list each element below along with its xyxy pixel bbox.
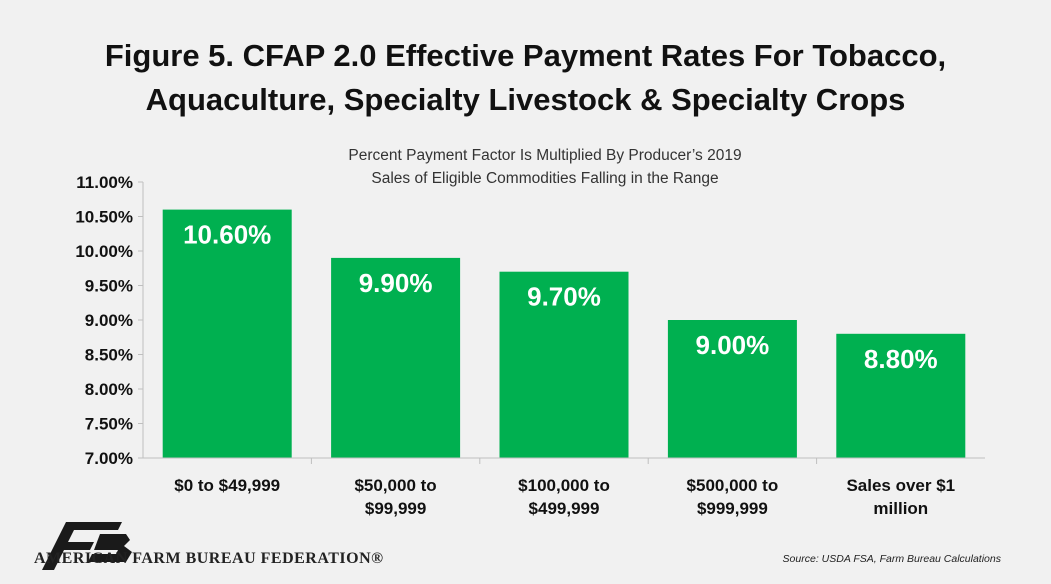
y-tick-label: 10.50% — [75, 208, 133, 227]
chart-title-line-2: Aquaculture, Specialty Livestock & Speci… — [145, 82, 906, 117]
x-tick-label: $0 to $49,999 — [174, 476, 280, 495]
y-tick-label: 8.50% — [85, 346, 133, 365]
y-tick-label: 9.50% — [85, 277, 133, 296]
chart-subtitle: Percent Payment Factor Is Multiplied By … — [270, 144, 820, 190]
x-tick-label: million — [873, 499, 928, 518]
source-note: Source: USDA FSA, Farm Bureau Calculatio… — [782, 553, 1001, 565]
chart-title: Figure 5. CFAP 2.0 Effective Payment Rat… — [0, 34, 1051, 122]
y-tick-label: 10.00% — [75, 242, 133, 261]
bar — [499, 271, 629, 458]
y-tick-label: 7.00% — [85, 449, 133, 468]
y-tick-label: 11.00% — [76, 173, 133, 192]
data-label: 8.80% — [864, 344, 938, 374]
data-label: 9.90% — [359, 268, 433, 298]
y-tick-label: 7.50% — [85, 415, 133, 434]
bar — [162, 209, 292, 458]
data-label: 9.00% — [696, 330, 770, 360]
y-tick-label: 9.00% — [85, 311, 133, 330]
fb-logo-icon — [42, 522, 132, 570]
x-tick-label: $999,999 — [697, 499, 768, 518]
x-tick-label: $50,000 to — [354, 476, 436, 495]
x-tick-label: $100,000 to — [518, 476, 610, 495]
bar — [331, 257, 461, 458]
chart-subtitle-line-1: Percent Payment Factor Is Multiplied By … — [348, 147, 742, 164]
bar — [836, 333, 966, 458]
chart-title-line-1: Figure 5. CFAP 2.0 Effective Payment Rat… — [104, 38, 947, 73]
x-tick-label: $499,999 — [529, 499, 600, 518]
x-tick-label: $99,999 — [365, 499, 426, 518]
chart-subtitle-line-2: Sales of Eligible Commodities Falling in… — [371, 170, 719, 187]
x-tick-label: $500,000 to — [687, 476, 779, 495]
bar — [667, 320, 797, 458]
x-tick-label: Sales over $1 — [846, 476, 955, 495]
data-label: 9.70% — [527, 282, 601, 312]
y-tick-label: 8.00% — [85, 380, 133, 399]
org-name: AMERICAN FARM BUREAU FEDERATION® — [34, 550, 384, 567]
data-label: 10.60% — [183, 220, 271, 250]
